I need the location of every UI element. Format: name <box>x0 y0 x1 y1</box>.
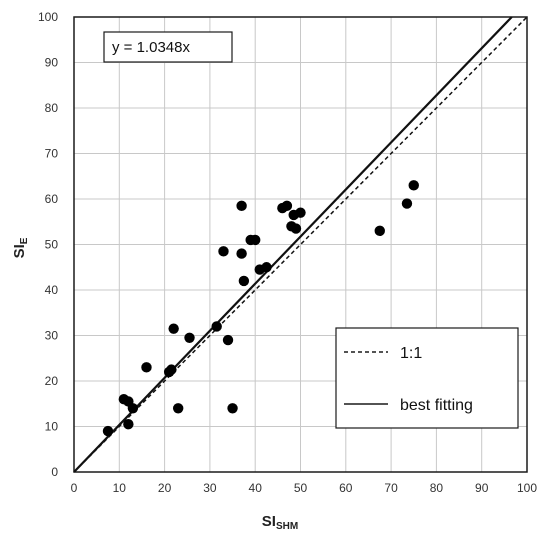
y-tick-label: 20 <box>45 374 59 388</box>
legend-label-2: best fitting <box>400 397 473 414</box>
legend-box <box>335 327 519 429</box>
data-point <box>222 334 234 346</box>
x-tick-label: 20 <box>158 481 172 495</box>
best-fit-line <box>73 16 513 473</box>
data-point <box>236 248 247 259</box>
legend-label-1: 1:1 <box>400 345 422 362</box>
reference-lines <box>73 16 528 473</box>
data-point <box>168 323 179 334</box>
legend: 1:1 best fitting <box>335 327 519 429</box>
x-tick-label: 60 <box>339 481 353 495</box>
y-tick-label: 60 <box>45 192 59 206</box>
data-point <box>172 403 184 414</box>
y-tick-label: 70 <box>45 147 59 161</box>
data-point <box>141 362 152 373</box>
data-point <box>281 200 293 212</box>
x-tick-label: 70 <box>384 481 398 495</box>
data-points <box>102 180 419 437</box>
y-tick-label: 30 <box>45 329 59 343</box>
data-point <box>250 234 261 246</box>
x-tick-label: 90 <box>475 481 489 495</box>
equation-text: y = 1.0348x <box>112 39 190 56</box>
x-tick-label: 100 <box>517 481 537 495</box>
equation-annotation: y = 1.0348x <box>103 31 233 63</box>
y-tick-label: 80 <box>45 101 59 115</box>
tick-labels: 0 10 20 30 40 50 60 70 80 90 100 0 10 20 30 40 50 60 70 80 9… <box>38 10 537 495</box>
data-point <box>166 364 177 375</box>
data-point <box>102 425 114 437</box>
y-tick-label: 40 <box>45 283 59 297</box>
plot-frame <box>73 16 528 473</box>
data-point <box>236 200 247 212</box>
one-to-one-line <box>73 16 528 473</box>
x-tick-label: 10 <box>113 481 127 495</box>
y-tick-label: 0 <box>51 465 58 479</box>
x-tick-label: 80 <box>430 481 444 495</box>
data-point <box>127 403 139 414</box>
x-tick-label: 50 <box>294 481 308 495</box>
data-point <box>211 321 222 332</box>
y-axis-label: SIE <box>11 237 30 258</box>
y-tick-label: 50 <box>45 238 59 252</box>
x-tick-label: 40 <box>249 481 263 495</box>
data-point <box>374 225 385 237</box>
x-tick-label: 0 <box>71 481 78 495</box>
data-point <box>401 198 413 209</box>
data-point <box>295 207 306 218</box>
data-point <box>184 332 195 343</box>
y-tick-label: 90 <box>45 56 59 70</box>
equation-box <box>103 31 233 63</box>
y-tick-label: 10 <box>45 420 59 434</box>
x-axis-label: SISHM <box>262 513 298 532</box>
data-point <box>123 419 134 430</box>
data-point <box>238 275 250 287</box>
data-point <box>290 223 302 234</box>
y-tick-label: 100 <box>38 10 58 24</box>
data-point <box>218 246 229 257</box>
data-point <box>408 180 419 191</box>
data-point <box>227 403 238 414</box>
data-point <box>261 262 272 273</box>
x-tick-label: 30 <box>203 481 217 495</box>
